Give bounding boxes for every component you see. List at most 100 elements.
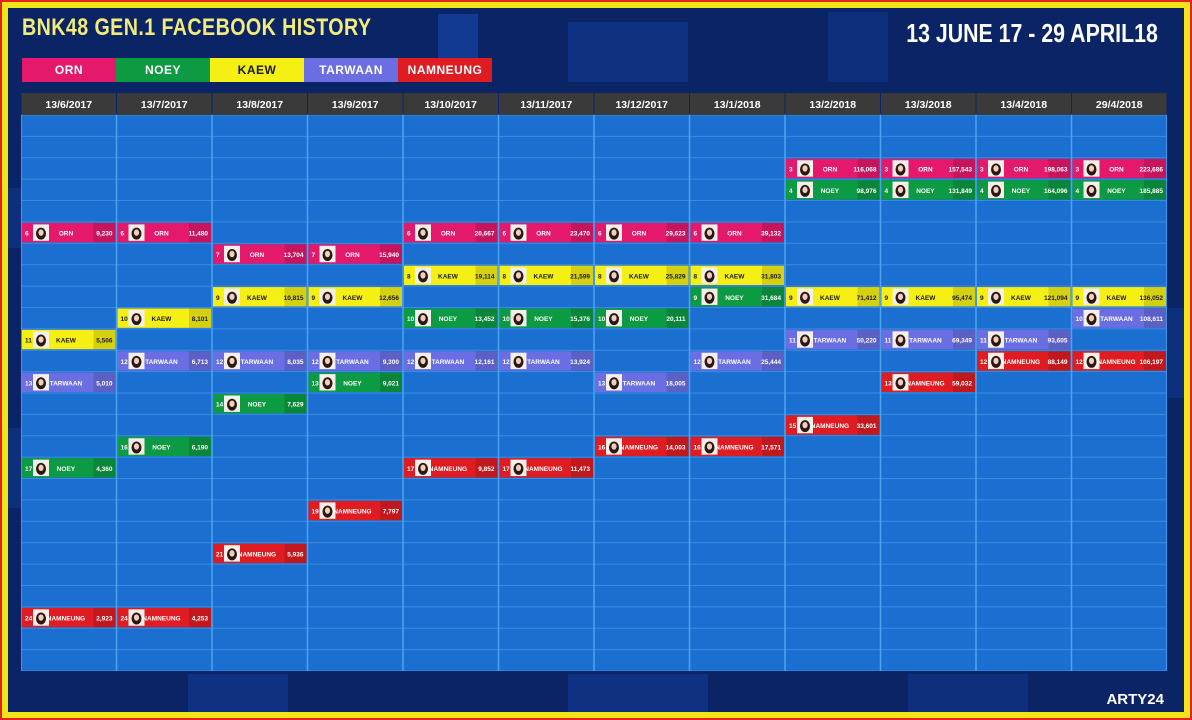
rank-chart: 13/6/2017 13/7/2017 13/8/2017 13/9/2017 13/1…	[20, 93, 1168, 676]
member-photo-face	[802, 293, 808, 300]
cell-name: NAMNEUNG	[620, 444, 658, 451]
cell-value: 95,474	[952, 295, 972, 302]
member-photo-face	[1088, 293, 1095, 300]
cell-value-shade	[857, 329, 880, 350]
column-header-bg	[499, 93, 594, 115]
column-header-label: 13/12/2017	[615, 99, 668, 111]
column-header-label: 13/11/2017	[520, 99, 572, 111]
column-header-bg	[1072, 93, 1167, 115]
cell-value-shade	[571, 308, 593, 328]
column-header-bg	[308, 93, 403, 115]
cell-name: ORN	[345, 252, 360, 259]
column-header-label: 13/2/2018	[809, 99, 856, 111]
column-header-label: 13/4/2018	[1000, 99, 1047, 111]
member-photo-face	[515, 357, 522, 365]
cell-name: NAMNEUNG	[238, 551, 276, 558]
member-photo-face	[133, 314, 140, 322]
cell-rank: 6	[25, 231, 29, 238]
cell-name: ORN	[250, 252, 265, 259]
cell-name: ORN	[918, 166, 933, 173]
cell-value-shade	[762, 351, 784, 371]
member-photo-face	[611, 379, 617, 386]
rank-chart-svg: 13/6/2017 13/7/2017 13/8/2017 13/9/2017 13/1…	[20, 93, 1168, 672]
column-header-label: 29/4/2018	[1096, 99, 1143, 111]
member-photo-face	[324, 250, 331, 258]
cell-value-shade	[857, 415, 880, 435]
cell-value: 71,412	[857, 295, 877, 302]
cell-rank: 24	[25, 616, 33, 623]
cell-value: 23,470	[570, 231, 590, 238]
cell-value: 5,936	[287, 551, 304, 558]
cell-value-shade	[953, 158, 975, 179]
cell-value: 33,601	[857, 423, 877, 430]
cell-rank: 9	[885, 295, 889, 302]
cell-rank: 8	[503, 273, 507, 280]
cell-rank: 13	[312, 380, 320, 387]
cell-rank: 11	[980, 338, 987, 345]
cell-value: 2,923	[96, 616, 113, 623]
cell-name: ORN	[441, 231, 456, 238]
cell-name: ORN	[1109, 166, 1124, 173]
cell-value-shade	[666, 372, 689, 392]
cell-name: TARWAAN	[1005, 338, 1038, 345]
cell-value: 106,197	[1140, 359, 1164, 366]
cell-rank: 12	[312, 359, 320, 366]
member-photo-face	[897, 186, 904, 194]
cell-value: 136,052	[1140, 295, 1164, 302]
cell-rank: 17	[503, 466, 511, 473]
cell-name: NAMNEUNG	[1002, 359, 1040, 366]
cell-rank: 3	[885, 166, 889, 173]
cell-value-shade	[571, 265, 593, 286]
cell-name: TARWAAN	[718, 359, 751, 366]
cell-name: TARWAAN	[336, 359, 369, 366]
legend-tarwaan: TARWAAN	[304, 58, 398, 82]
cell-rank: 9	[789, 295, 793, 302]
cell-rank: 9	[312, 295, 316, 302]
cell-value-shade	[571, 351, 593, 371]
cell-value: 10,815	[284, 295, 304, 302]
cell-rank: 4	[980, 188, 984, 195]
member-photo-face	[993, 336, 999, 343]
cell-value: 13,924	[570, 359, 590, 366]
cell-value: 4,253	[192, 616, 209, 623]
member-photo-face	[802, 421, 808, 429]
cell-value: 9,852	[478, 466, 495, 473]
cell-value-shade	[475, 308, 498, 328]
cell-value: 4,360	[96, 466, 113, 473]
cell-name: TARWAAN	[623, 380, 656, 387]
cell-name: KAEW	[820, 295, 841, 302]
cell-rank: 11	[885, 338, 892, 345]
cell-value: 198,063	[1044, 166, 1068, 173]
member-photo-face	[420, 272, 426, 279]
cell-value-shade	[571, 222, 593, 243]
cell-rank: 15	[789, 423, 797, 430]
cell-rank: 17	[407, 466, 415, 473]
cell-rank: 12	[1076, 359, 1084, 366]
cell-name: ORN	[536, 231, 551, 238]
cell-rank: 6	[121, 231, 125, 238]
column-header-label: 13/8/2017	[236, 99, 283, 111]
cell-value-shade	[953, 287, 975, 307]
member-photo-face	[802, 336, 808, 343]
member-photo-face	[324, 357, 331, 365]
cell-value-shade	[857, 158, 880, 179]
cell-value-shade	[762, 265, 784, 286]
cell-value: 6,190	[192, 444, 209, 451]
cell-value: 15,940	[379, 252, 399, 259]
member-photo-face	[420, 229, 426, 236]
member-photo-face	[611, 229, 617, 236]
cell-name: KAEW	[247, 295, 268, 302]
cell-value-shade	[857, 180, 880, 200]
cell-value-shade	[857, 287, 880, 307]
member-photo-face	[133, 614, 140, 621]
member-photo-face	[229, 293, 235, 300]
cell-rank: 6	[503, 231, 507, 238]
cell-rank: 9	[694, 295, 698, 302]
member-photo-face	[515, 229, 522, 236]
member-photo-face	[420, 357, 426, 365]
member-photo-face	[993, 165, 999, 172]
cell-value-shade	[1144, 351, 1166, 371]
cell-value-shade	[284, 351, 307, 371]
cell-rank: 21	[216, 551, 224, 558]
cell-name: ORN	[823, 166, 838, 173]
